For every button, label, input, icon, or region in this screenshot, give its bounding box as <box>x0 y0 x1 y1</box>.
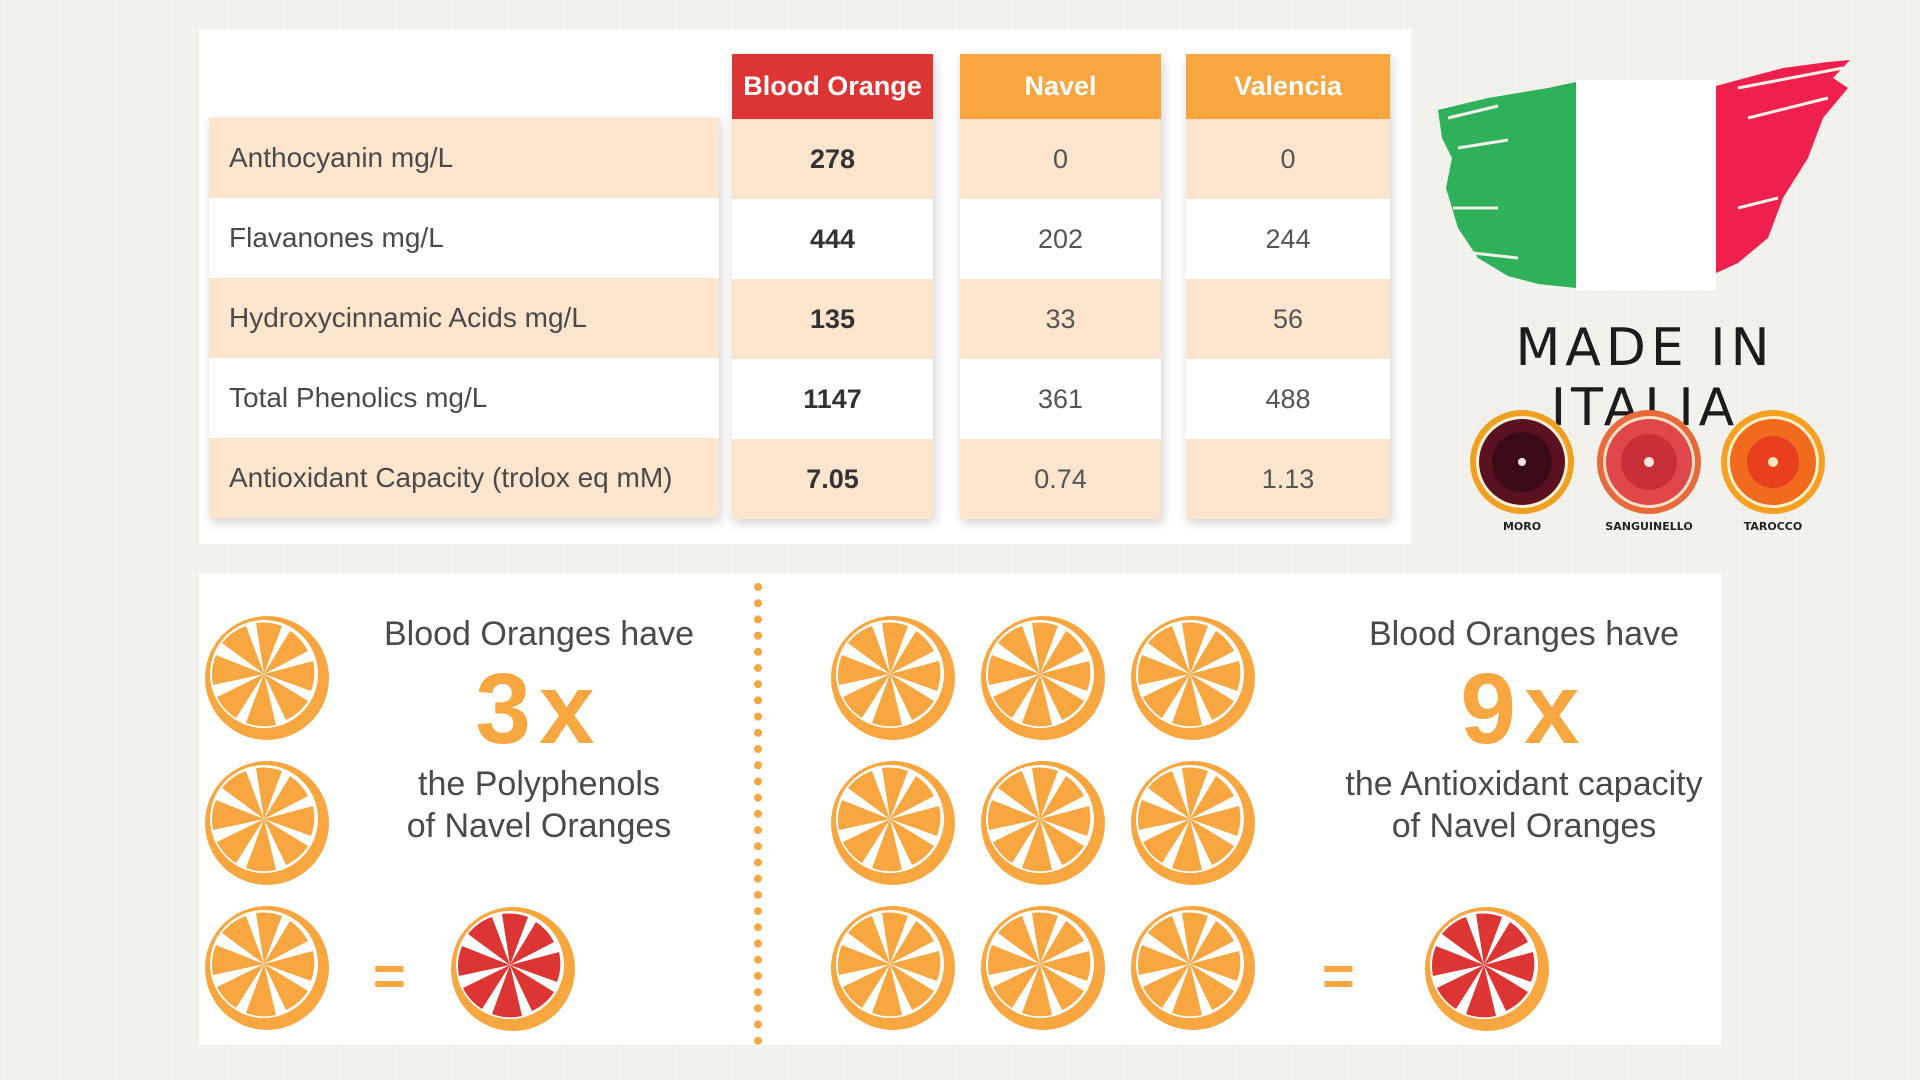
stat-intro: Blood Oranges have <box>384 615 694 653</box>
variety-label: TAROCCO <box>1743 520 1803 533</box>
stat-multiplier: 3x <box>475 653 603 765</box>
blood-orange-slice-icon <box>451 907 575 1031</box>
moro-orange-icon <box>1470 410 1574 514</box>
stat-description: of Navel Oranges <box>406 807 672 845</box>
table-cell: 0 <box>1186 119 1390 199</box>
navel-orange-slice-icon <box>981 616 1105 740</box>
variety-label: MORO <box>1502 520 1542 533</box>
row-label: Hydroxycinnamic Acids mg/L <box>209 278 719 358</box>
variety-moro: MORO <box>1452 408 1592 533</box>
table-cell: 244 <box>1186 199 1390 279</box>
navel-column: Navel 0 202 33 361 0.74 <box>960 54 1161 519</box>
made-in-italia-title: MADE IN ITALIA <box>1515 318 1775 438</box>
equals-sign: = <box>1322 944 1355 1007</box>
table-cell: 1.13 <box>1186 439 1390 519</box>
table-cell: 488 <box>1186 359 1390 439</box>
comparison-table: Anthocyanin mg/L Flavanones mg/L Hydroxy… <box>199 29 1411 544</box>
row-labels-column: Anthocyanin mg/L Flavanones mg/L Hydroxy… <box>209 118 719 518</box>
variety-tarocco: TAROCCO <box>1703 408 1843 533</box>
navel-orange-slice-icon <box>1131 616 1255 740</box>
navel-orange-slice-icon <box>205 616 329 740</box>
stat-intro: Blood Oranges have <box>1369 615 1679 653</box>
variety-label: SANGUINELLO <box>1605 520 1693 533</box>
blood-orange-column: Blood Orange 278 444 135 1147 7.05 <box>732 54 933 519</box>
sanguinello-orange-icon <box>1597 410 1701 514</box>
column-header-blood-orange: Blood Orange <box>732 54 933 119</box>
table-cell: 278 <box>732 119 933 199</box>
table-cell: 7.05 <box>732 439 933 519</box>
table-cell: 1147 <box>732 359 933 439</box>
stat-description: the Polyphenols <box>418 765 660 803</box>
navel-orange-slice-icon <box>831 906 955 1030</box>
navel-orange-slice-icon <box>981 906 1105 1030</box>
tarocco-orange-icon <box>1721 410 1825 514</box>
column-header-navel: Navel <box>960 54 1161 119</box>
navel-orange-slice-icon <box>831 616 955 740</box>
row-label: Flavanones mg/L <box>209 198 719 278</box>
navel-orange-slice-icon <box>1131 906 1255 1030</box>
row-label: Total Phenolics mg/L <box>209 358 719 438</box>
navel-orange-slice-icon <box>205 906 329 1030</box>
stat-multiplier: 9x <box>1460 653 1588 765</box>
column-header-valencia: Valencia <box>1186 54 1390 119</box>
table-cell: 33 <box>960 279 1161 359</box>
table-cell: 0 <box>960 119 1161 199</box>
table-cell: 135 <box>732 279 933 359</box>
italian-flag-brush-icon <box>1438 60 1850 290</box>
navel-orange-slice-icon <box>831 761 955 885</box>
stat-description: the Antioxidant capacity <box>1345 765 1703 803</box>
row-label: Antioxidant Capacity (trolox eq mM) <box>209 438 719 518</box>
valencia-column: Valencia 0 244 56 488 1.13 <box>1186 54 1390 519</box>
table-cell: 0.74 <box>960 439 1161 519</box>
equals-sign: = <box>373 944 406 1007</box>
table-cell: 361 <box>960 359 1161 439</box>
navel-orange-slice-icon <box>205 761 329 885</box>
stat-description: of Navel Oranges <box>1391 807 1657 845</box>
blood-orange-slice-icon <box>1425 907 1549 1031</box>
antioxidant-stat: Blood Oranges have 9x the Antioxidant ca… <box>1299 613 1749 847</box>
navel-orange-slice-icon <box>981 761 1105 885</box>
polyphenol-comparison-panel: = Blood Oranges have 3x the Polyphenols … <box>199 573 1721 1045</box>
row-label: Anthocyanin mg/L <box>209 118 719 198</box>
table-cell: 202 <box>960 199 1161 279</box>
dotted-divider <box>754 583 772 1045</box>
table-cell: 444 <box>732 199 933 279</box>
polyphenols-stat: Blood Oranges have 3x the Polyphenols of… <box>339 613 739 847</box>
variety-sanguinello: SANGUINELLO <box>1579 408 1719 533</box>
navel-orange-slice-icon <box>1131 761 1255 885</box>
table-cell: 56 <box>1186 279 1390 359</box>
